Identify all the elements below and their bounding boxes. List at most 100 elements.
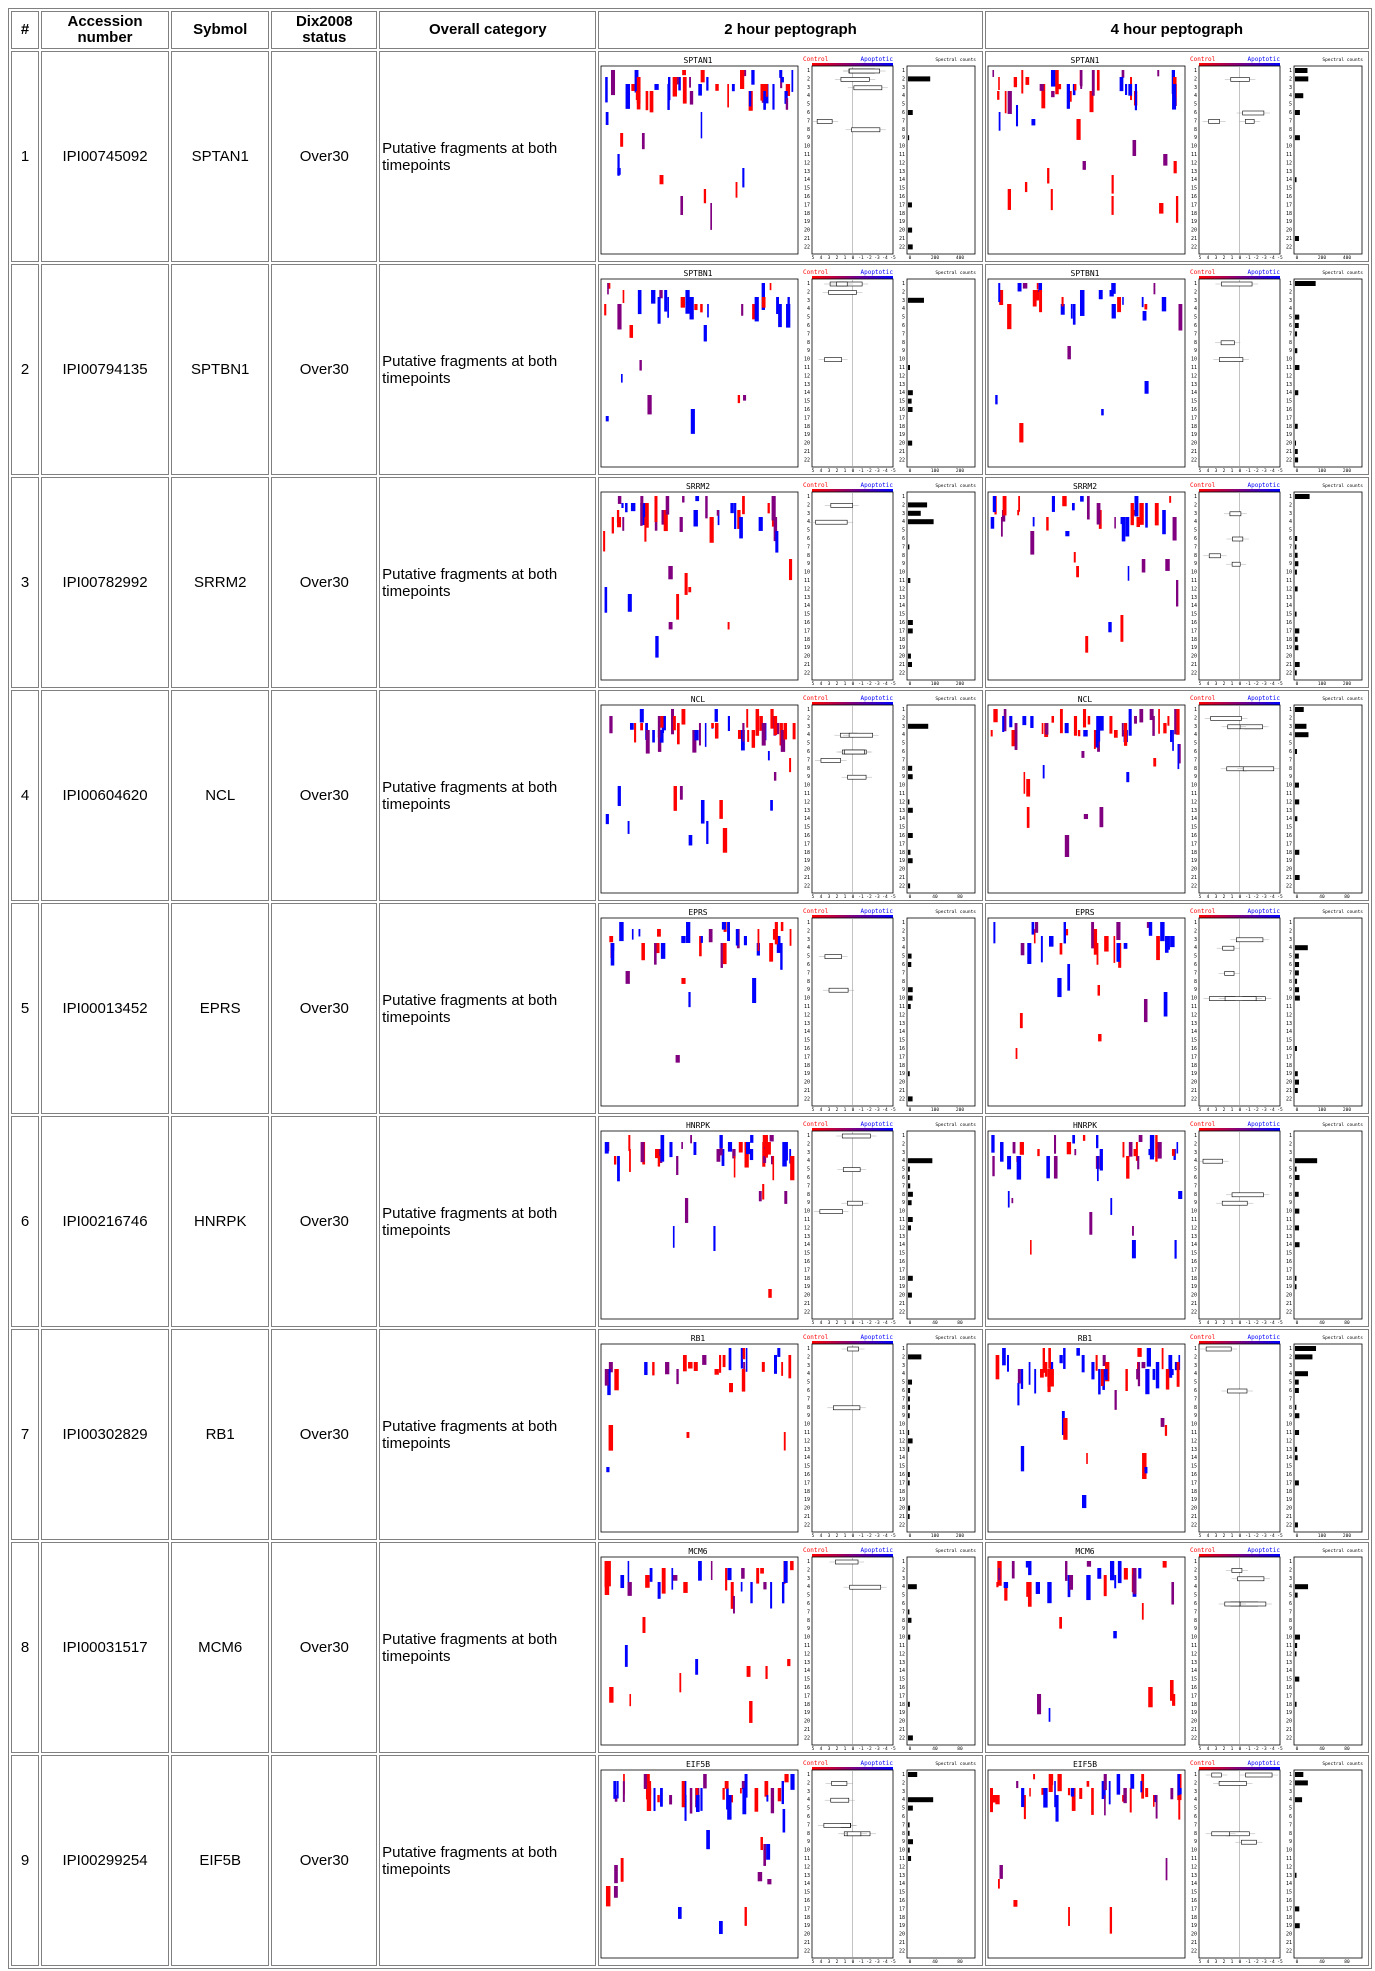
row-index-label: 22 xyxy=(1286,457,1292,463)
row-index-label: 2 xyxy=(807,1354,810,1360)
fold-change-box xyxy=(819,1208,844,1214)
row-index-label: 9 xyxy=(807,561,810,567)
spectral-count-bar xyxy=(1294,849,1299,855)
peptide-bar xyxy=(1155,935,1160,960)
peptograph-2h-cell: MCM6 Control Apoptotic 1 1 2 2 3 3 4 4 5 5 6 6 7 7 8 8 9 9 10… xyxy=(598,1542,983,1753)
row-index-label: 1 xyxy=(1289,68,1292,74)
peptide-bar xyxy=(1170,1368,1174,1375)
peptide-bar xyxy=(701,935,704,943)
row-index-label: 9 xyxy=(902,987,905,993)
peptide-bar xyxy=(1103,1574,1107,1596)
row-index-label: 2 xyxy=(807,715,810,721)
peptide-bar xyxy=(1050,90,1055,97)
row-index-label: 7 xyxy=(1194,1183,1197,1189)
fold-tick-label: 0 xyxy=(1238,1959,1241,1964)
row-index-label: 1 xyxy=(807,1772,810,1778)
row-index-label: 20 xyxy=(1191,1079,1197,1085)
peptide-bar xyxy=(1099,715,1104,731)
row-index-label: 14 xyxy=(804,1668,810,1674)
peptide-bar xyxy=(1029,1239,1032,1255)
row-index-label: 22 xyxy=(1191,1735,1197,1741)
peptograph-title: SPTAN1 xyxy=(1070,56,1099,65)
fold-change-box xyxy=(849,1584,882,1590)
row-index-label: 8 xyxy=(807,1404,810,1410)
peptide-bar xyxy=(690,1134,693,1143)
peptide-bar xyxy=(1133,715,1137,724)
peptide-bar xyxy=(770,1581,773,1609)
peptide-bar xyxy=(1003,1581,1008,1588)
peptide-bar xyxy=(1054,69,1059,94)
accession-number: IPI00302829 xyxy=(41,1329,169,1540)
row-index-label: 17 xyxy=(899,841,905,847)
peptide-bar xyxy=(1141,296,1144,307)
peptide-bar xyxy=(1109,1560,1114,1580)
fold-change-box xyxy=(851,127,881,132)
row-index-label: 1 xyxy=(807,494,810,500)
spectral-count-bar xyxy=(908,1003,912,1009)
peptide-bar xyxy=(1042,1787,1048,1808)
peptide-bar xyxy=(1042,764,1045,778)
peptide-bar xyxy=(728,621,730,629)
peptide-bar xyxy=(1171,1148,1175,1156)
peptograph-4h-image: MCM6 Control Apoptotic 1 1 2 2 3 3 4 4 5 5 6 6 7 7 8 8 9 9 10… xyxy=(986,1544,1365,1751)
fold-tick-label: 4 xyxy=(820,1533,823,1538)
fold-tick-label: -2 xyxy=(867,468,873,473)
row-index-label: 14 xyxy=(804,177,810,183)
peptide-bar xyxy=(781,1780,785,1804)
row-index-label: 21 xyxy=(1286,1727,1292,1733)
row-index-label: 16 xyxy=(1191,1472,1197,1478)
peptide-bar xyxy=(632,928,634,940)
fold-tick-label: 0 xyxy=(852,894,855,899)
peptide-bar xyxy=(995,1794,1000,1804)
peptide-bar xyxy=(744,1773,748,1798)
row-index-label: 15 xyxy=(804,1889,810,1895)
spectral-counts-label: Spectral counts xyxy=(1322,270,1363,276)
peptide-bar xyxy=(682,495,685,503)
peptide-bar xyxy=(704,188,707,203)
peptide-bar xyxy=(658,715,661,738)
row-index-label: 4 xyxy=(1289,732,1292,738)
spectral-count-bar xyxy=(1294,423,1298,429)
row-index-label: 11 xyxy=(804,1217,810,1223)
row-index-label: 15 xyxy=(1191,398,1197,404)
row-index-label: 20 xyxy=(804,653,810,659)
row-index-label: 21 xyxy=(899,875,905,881)
peptide-bar xyxy=(787,1658,791,1666)
row-index-label: 15 xyxy=(899,824,905,830)
peptide-bar xyxy=(1144,1368,1150,1394)
peptide-bar xyxy=(1017,1368,1021,1384)
peptide-bar xyxy=(1064,834,1069,857)
row-index-label: 13 xyxy=(1191,807,1197,813)
row-index-label: 19 xyxy=(899,219,905,225)
row-index-label: 12 xyxy=(899,586,905,592)
row-index-label: 17 xyxy=(1286,1480,1292,1486)
row-index-label: 22 xyxy=(899,1522,905,1528)
row-index-label: 15 xyxy=(1286,824,1292,830)
count-tick-label: 0 xyxy=(909,894,912,899)
row-index-label: 21 xyxy=(1286,449,1292,455)
row-index-label: 8 xyxy=(902,1404,905,1410)
peptide-bar xyxy=(1017,495,1020,512)
row-index-label: 14 xyxy=(899,1881,905,1887)
spectral-count-bar xyxy=(908,1412,911,1418)
row-index-label: 9 xyxy=(1194,1626,1197,1632)
peptide-bar xyxy=(640,495,644,505)
row-index-label: 4 xyxy=(1289,519,1292,525)
peptide-bar xyxy=(700,1787,703,1811)
peptide-map-frame xyxy=(987,491,1186,680)
fold-tick-label: -2 xyxy=(867,894,873,899)
peptide-bar xyxy=(1161,1347,1164,1369)
row-index-label: 6 xyxy=(1194,962,1197,968)
row-index-label: 12 xyxy=(899,1864,905,1870)
peptide-bar xyxy=(1095,715,1100,742)
row-index-label: 11 xyxy=(1191,1856,1197,1862)
row-index-label: 22 xyxy=(804,883,810,889)
peptide-bar xyxy=(1130,1773,1134,1789)
peptide-bar xyxy=(750,1148,752,1160)
row-index-label: 2 xyxy=(807,1141,810,1147)
row-index-label: 16 xyxy=(1286,620,1292,626)
row-index-label: 9 xyxy=(1194,987,1197,993)
row-index-label: 7 xyxy=(1194,1609,1197,1615)
count-tick-label: 0 xyxy=(909,1107,912,1112)
peptide-bar xyxy=(662,1567,666,1594)
